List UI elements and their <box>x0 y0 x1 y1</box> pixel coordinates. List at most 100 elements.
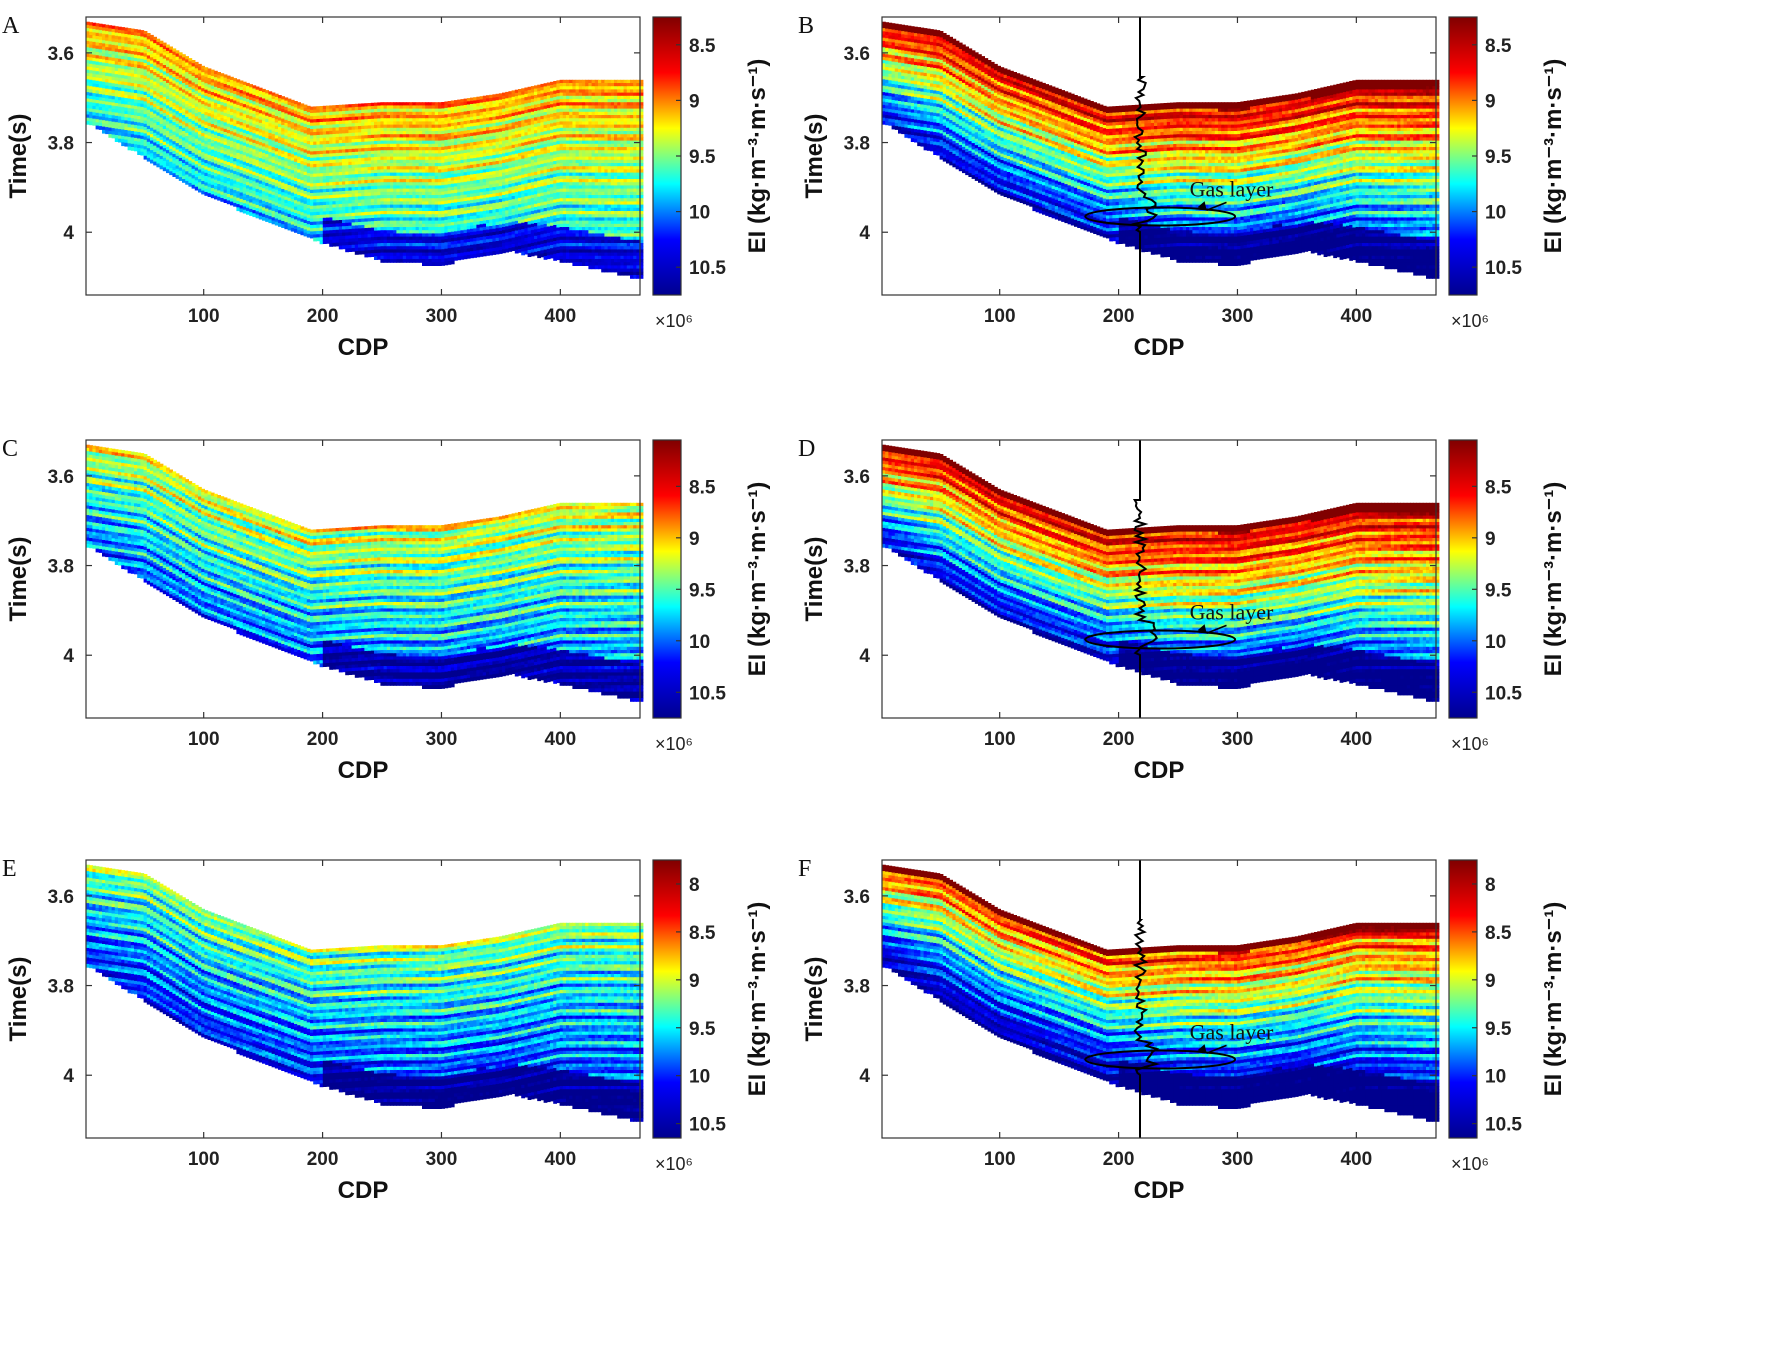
heatmap-cell <box>143 72 148 77</box>
heatmap-cell <box>217 72 221 76</box>
heatmap-cell <box>214 70 218 75</box>
heatmap-cell <box>111 128 116 132</box>
heatmap-cell <box>124 72 129 77</box>
heatmap-cell <box>185 78 189 83</box>
heatmap-cell <box>242 168 247 172</box>
heatmap-cell <box>130 115 135 119</box>
heatmap-cell <box>121 68 125 73</box>
heatmap-cell <box>98 30 103 34</box>
heatmap-cell <box>156 121 161 126</box>
heatmap-cell <box>182 172 186 177</box>
heatmap-cell <box>226 152 231 157</box>
heatmap-cell <box>105 95 109 99</box>
heatmap-cell <box>194 74 199 79</box>
heatmap-cell <box>105 56 109 61</box>
heatmap-cell <box>89 38 93 42</box>
heatmap-cell <box>220 159 225 164</box>
heatmap-cell <box>166 169 170 174</box>
heatmap-cell <box>185 107 189 112</box>
heatmap-cell <box>146 33 151 37</box>
heatmap-cell <box>108 105 113 109</box>
heatmap-cell <box>239 128 244 133</box>
heatmap-cell <box>201 75 205 80</box>
heatmap-cell <box>223 132 228 136</box>
heatmap-cell <box>236 127 241 132</box>
heatmap-cell <box>156 125 161 129</box>
heatmap-cell <box>236 120 241 125</box>
heatmap-cell <box>127 92 132 96</box>
heatmap-cell <box>175 82 180 87</box>
heatmap-cell <box>217 78 221 83</box>
heatmap-cell <box>182 121 186 126</box>
heatmap-cell <box>156 83 161 88</box>
heatmap-cell <box>92 105 97 110</box>
heatmap-cell <box>105 34 109 39</box>
heatmap-cell <box>162 103 167 108</box>
heatmap-cell <box>239 138 244 142</box>
heatmap-cell <box>118 100 122 105</box>
heatmap-cell <box>134 96 138 101</box>
heatmap-cell <box>169 100 173 105</box>
heatmap-cell <box>236 98 241 103</box>
heatmap-cell <box>178 58 183 63</box>
heatmap-cell <box>95 80 100 85</box>
heatmap-cell <box>95 109 100 114</box>
heatmap-cell <box>201 158 205 163</box>
heatmap-cell <box>159 79 164 83</box>
heatmap-cell <box>204 86 209 91</box>
heatmap-cell <box>102 49 106 54</box>
heatmap-cell <box>140 122 145 127</box>
heatmap-cell <box>169 161 173 166</box>
heatmap-cell <box>188 74 193 78</box>
heatmap-cell <box>86 120 90 125</box>
heatmap-cell <box>223 112 228 117</box>
heatmap-cell <box>92 57 97 62</box>
heatmap-cell <box>217 104 221 108</box>
heatmap-cell <box>105 98 109 103</box>
heatmap-cell <box>226 78 231 83</box>
heatmap-cell <box>172 90 177 94</box>
heatmap-cell <box>198 79 202 84</box>
heatmap-cell <box>105 37 109 42</box>
heatmap-cell <box>175 159 180 163</box>
heatmap-cell <box>207 71 212 76</box>
heatmap-cell <box>102 40 106 44</box>
heatmap-cell <box>134 32 138 37</box>
heatmap-cell <box>89 73 93 78</box>
heatmap-cell <box>172 64 177 69</box>
heatmap-cell <box>92 22 97 27</box>
heatmap-cell <box>111 131 116 136</box>
heatmap-cell <box>146 39 151 44</box>
heatmap-cell <box>169 142 173 147</box>
heatmap-cell <box>191 88 196 93</box>
heatmap-cell <box>239 144 244 149</box>
heatmap-cell <box>204 76 209 81</box>
heatmap-cell <box>166 146 170 151</box>
heatmap-cell <box>242 113 247 118</box>
heatmap-cell <box>86 63 90 68</box>
heatmap-cell <box>220 194 225 199</box>
heatmap-cell <box>102 37 106 41</box>
heatmap-cell <box>118 119 122 124</box>
heatmap-cell <box>127 63 132 68</box>
heatmap-cell <box>114 77 119 82</box>
heatmap-cell <box>121 91 125 95</box>
heatmap-cell <box>162 49 167 53</box>
heatmap-cell <box>150 143 154 148</box>
heatmap-cell <box>210 124 215 128</box>
heatmap-cell <box>95 36 100 40</box>
heatmap-cell <box>162 145 167 149</box>
heatmap-cell <box>162 81 167 85</box>
heatmap-cell <box>127 136 132 141</box>
heatmap-cell <box>156 99 161 104</box>
heatmap-cell <box>210 168 215 173</box>
heatmap-cell <box>150 92 154 97</box>
heatmap-cell <box>98 81 103 86</box>
heatmap-cell <box>239 189 244 194</box>
heatmap-cell <box>223 93 228 98</box>
heatmap-cell <box>210 127 215 131</box>
heatmap-cell <box>108 124 113 129</box>
heatmap-cell <box>172 154 177 158</box>
heatmap-cell <box>124 56 129 61</box>
heatmap-cell <box>86 88 90 93</box>
